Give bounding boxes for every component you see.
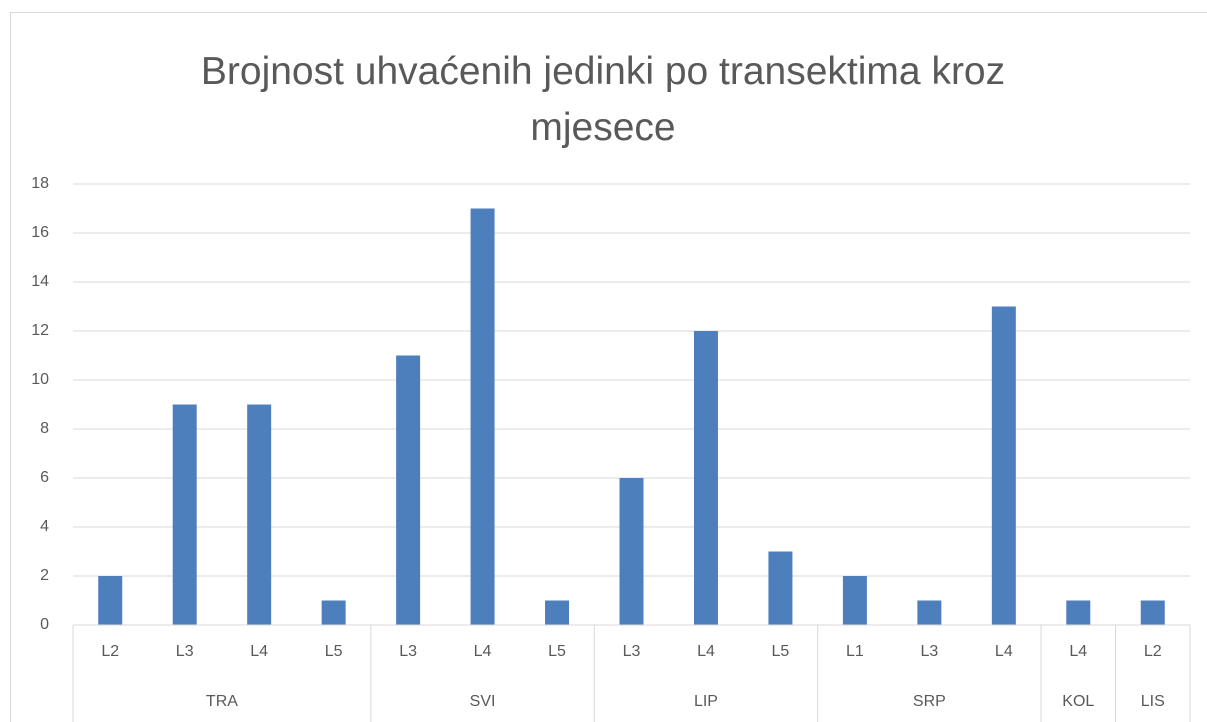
y-tick-label: 0: [40, 616, 49, 633]
y-tick-label: 10: [31, 371, 49, 388]
chart-title: Brojnost uhvaćenih jedinki po transektim…: [200, 50, 1006, 149]
y-tick-label: 18: [31, 175, 49, 192]
bar: [917, 600, 942, 625]
bar: [991, 306, 1016, 625]
x-tick-label: L4: [697, 643, 715, 660]
bar: [1140, 600, 1165, 625]
x-tick-label: L4: [1069, 643, 1087, 660]
x-tick-label: L3: [920, 643, 938, 660]
bar: [1066, 600, 1091, 625]
y-tick-label: 6: [40, 469, 49, 486]
bar: [98, 576, 123, 625]
bar: [545, 600, 570, 625]
y-tick-label: 14: [31, 273, 49, 290]
bar: [247, 404, 272, 625]
x-tick-label: L4: [250, 643, 268, 660]
x-tick-label: L3: [176, 643, 194, 660]
y-tick-label: 8: [40, 420, 49, 437]
x-tick-label: L3: [399, 643, 417, 660]
x-tick-label: L4: [995, 643, 1013, 660]
bar: [172, 404, 197, 625]
group-label: SRP: [913, 693, 946, 710]
y-tick-label: 4: [40, 518, 49, 535]
group-label: LIP: [694, 693, 718, 710]
x-tick-label: L5: [548, 643, 566, 660]
bar: [768, 551, 793, 625]
group-label: LIS: [1141, 693, 1165, 710]
y-tick-label: 16: [31, 224, 49, 241]
x-tick-label: L2: [1144, 643, 1162, 660]
bar: [842, 576, 867, 625]
x-tick-label: L5: [325, 643, 343, 660]
x-tick-label: L1: [846, 643, 864, 660]
x-tick-label: L3: [623, 643, 641, 660]
group-label: SVI: [470, 693, 496, 710]
x-tick-label: L2: [101, 643, 119, 660]
y-tick-label: 2: [40, 567, 49, 584]
group-label: TRA: [206, 693, 238, 710]
group-label: KOL: [1062, 693, 1094, 710]
y-tick-label: 12: [31, 322, 49, 339]
bar: [321, 600, 346, 625]
x-tick-label: L4: [474, 643, 492, 660]
bar: [619, 478, 644, 625]
chart-border: [10, 12, 1207, 722]
bar: [470, 208, 495, 625]
x-tick-label: L5: [772, 643, 790, 660]
bar: [693, 331, 718, 625]
bar: [396, 355, 421, 625]
